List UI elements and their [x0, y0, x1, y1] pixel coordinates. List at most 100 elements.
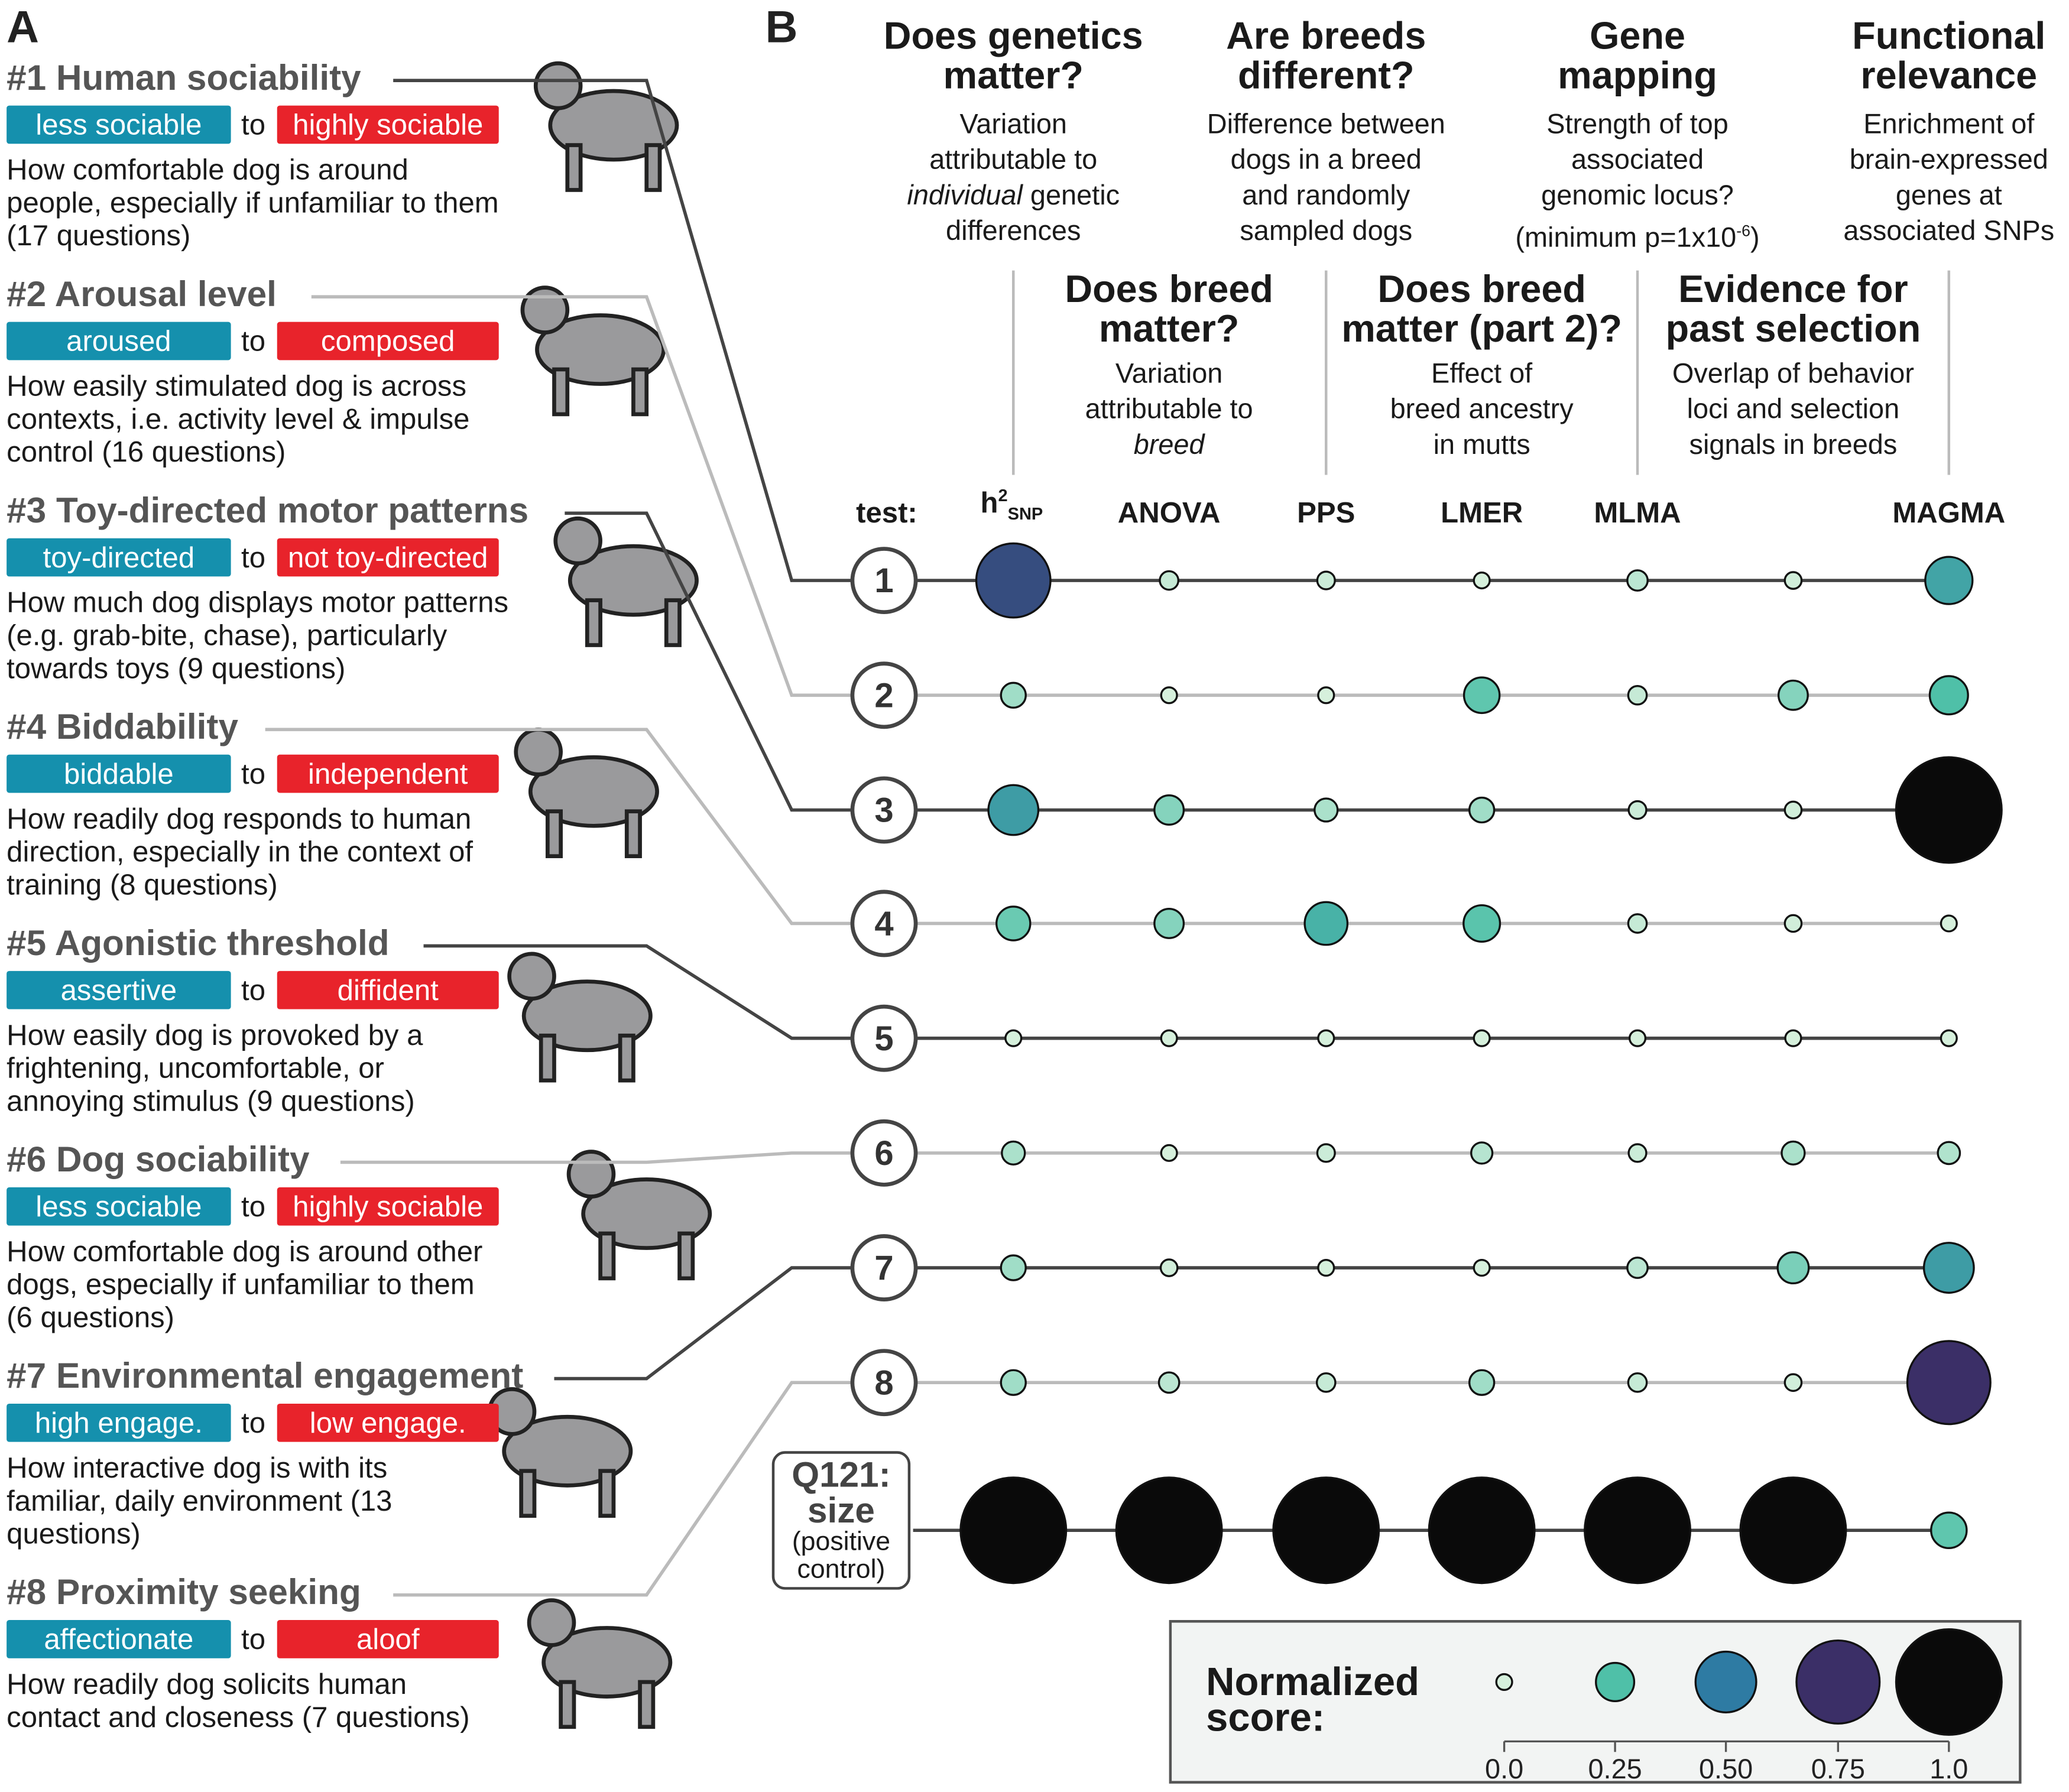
bubble-row3-col2 — [1153, 794, 1185, 826]
low-pole-badge: biddable — [7, 754, 231, 793]
bubble-row5-col3 — [1317, 1029, 1335, 1047]
description-line: dogs, especially if unfamiliar to them — [7, 1268, 475, 1301]
description-line: How easily dog is provoked by a — [7, 1018, 423, 1051]
description-line: frightening, uncomfortable, or — [7, 1051, 384, 1085]
dog-illustration — [520, 285, 666, 417]
bubble-row4-col3 — [1303, 901, 1349, 946]
test-column-label: ANOVA — [1117, 496, 1221, 530]
question-title-line: different? — [1238, 55, 1415, 98]
bubble-rowQ121-col3 — [1272, 1476, 1380, 1585]
description-line: differences — [945, 216, 1081, 247]
test-number-8: 8 — [850, 1349, 918, 1417]
dog-illustration — [553, 516, 699, 647]
question-title: Are breeds different? — [1168, 17, 1484, 96]
bubble-row4-col7 — [1940, 914, 1958, 933]
trait-item: #2 Arousal level aroused to composed How eas… — [0, 274, 581, 485]
test-number: 8 — [874, 1364, 893, 1402]
bubble-row1-col2 — [1159, 570, 1179, 591]
bubble-row4-col2 — [1153, 908, 1185, 939]
q121-name: size — [807, 1491, 875, 1531]
question-title: Evidence for past selection — [1622, 271, 1964, 350]
bubble-row1-col1 — [975, 542, 1052, 619]
question-title-line: Does breed — [1065, 269, 1273, 311]
trait-connector — [311, 295, 851, 697]
test-number-circle — [850, 889, 918, 957]
legend-tick-label: 0.75 — [1811, 1754, 1865, 1784]
bubble-row3-col1 — [987, 784, 1040, 836]
bubble-row3-col5 — [1627, 800, 1648, 820]
bubble-row4-col6 — [1783, 914, 1803, 933]
trait-description: How comfortable dog is around people, esp… — [7, 153, 574, 252]
bubble-row8-col4 — [1468, 1369, 1496, 1396]
trait-title: #3 Toy-directed motor patterns — [7, 491, 529, 531]
description-line: Difference between — [1207, 109, 1445, 140]
description-line: genes at — [1895, 180, 2002, 212]
trait-description: How much dog displays motor patterns (e.g… — [7, 586, 574, 684]
high-pole-badge: aloof — [277, 1620, 499, 1658]
description-line: How comfortable dog is around — [7, 152, 408, 186]
question-title: Does breed matter? — [997, 271, 1340, 350]
test-number: 5 — [874, 1020, 893, 1058]
bubble-row2-col7 — [1928, 675, 1969, 716]
description-line: Overlap of behavior — [1672, 359, 1914, 389]
description-line: Enrichment of — [1863, 109, 2035, 140]
question-description: Strength of top associated genomic locus?(… — [1479, 107, 1796, 256]
test-number-2: 2 — [850, 661, 918, 729]
description-line: direction, especially in the context of — [7, 835, 474, 868]
description-line: loci and selection — [1687, 394, 1900, 425]
test-number: 1 — [874, 561, 893, 600]
bubble-row5-col5 — [1628, 1029, 1647, 1047]
description-line: breed — [1133, 430, 1205, 461]
test-number-circle — [850, 1119, 918, 1187]
test-number-circle — [850, 547, 918, 615]
bubble-row2-col2 — [1160, 686, 1178, 705]
description-line: sampled dogs — [1240, 216, 1413, 247]
bubble-row3-col7 — [1895, 756, 2003, 864]
bubble-row2-col6 — [1777, 679, 1809, 711]
legend-bubble — [1694, 1650, 1757, 1713]
question-title-line: matter? — [943, 55, 1084, 98]
bubble-row2-col5 — [1627, 684, 1648, 706]
legend-title-line1: Normalized — [1206, 1661, 1420, 1705]
bubble-row6-col5 — [1627, 1143, 1648, 1163]
trait-title: #8 Proximity seeking — [7, 1572, 361, 1612]
trait-description: How easily dog is provoked by a frighteni… — [7, 1018, 574, 1117]
question-title: Does genetics matter? — [855, 17, 1172, 96]
question-title: Gene mapping — [1479, 17, 1796, 96]
bubble-row6-col1 — [1001, 1140, 1026, 1166]
description-line: individual genetic — [855, 178, 1172, 213]
bubble-row8-col6 — [1783, 1373, 1803, 1392]
bubble-row7-col3 — [1317, 1258, 1335, 1277]
description-line: (17 questions) — [7, 219, 191, 252]
bubble-row8-col2 — [1157, 1371, 1181, 1394]
description-line: questions) — [7, 1517, 141, 1550]
trait-description: How comfortable dog is around other dogs,… — [7, 1235, 574, 1333]
description-line: towards toys (9 questions) — [7, 651, 346, 685]
test-number: 3 — [874, 791, 893, 830]
to-label: to — [241, 541, 266, 574]
legend-tick-label: 0.50 — [1699, 1754, 1753, 1784]
bubble-row7-col2 — [1159, 1258, 1179, 1277]
low-pole-badge: less sociable — [7, 1187, 231, 1226]
bubble-row6-col4 — [1470, 1141, 1494, 1165]
bubble-row1-col5 — [1626, 569, 1649, 592]
legend-title-line2: score: — [1206, 1696, 1325, 1741]
bubble-row2-col1 — [1000, 681, 1027, 709]
dog-illustration — [514, 728, 659, 858]
description-line: dogs in a breed — [1230, 145, 1422, 176]
test-column-label: MLMA — [1594, 496, 1681, 530]
description-line: Variation — [1115, 359, 1223, 389]
bubble-row8-col7 — [1906, 1340, 1992, 1426]
low-pole-badge: toy-directed — [7, 538, 231, 577]
description-line: and randomly — [1242, 180, 1410, 212]
trait-title: #5 Agonistic threshold — [7, 923, 390, 963]
h2snp-sup: 2 — [998, 485, 1008, 505]
description-line: genomic locus? — [1541, 180, 1734, 212]
description-line: breed ancestry — [1390, 394, 1574, 425]
description-line: associated SNPs — [1843, 216, 2055, 247]
test-number-6: 6 — [850, 1119, 918, 1187]
bubble-row8-col1 — [1000, 1369, 1027, 1396]
trait-connector — [265, 728, 851, 926]
description-text: (minimum p=1x10 — [1515, 223, 1737, 254]
